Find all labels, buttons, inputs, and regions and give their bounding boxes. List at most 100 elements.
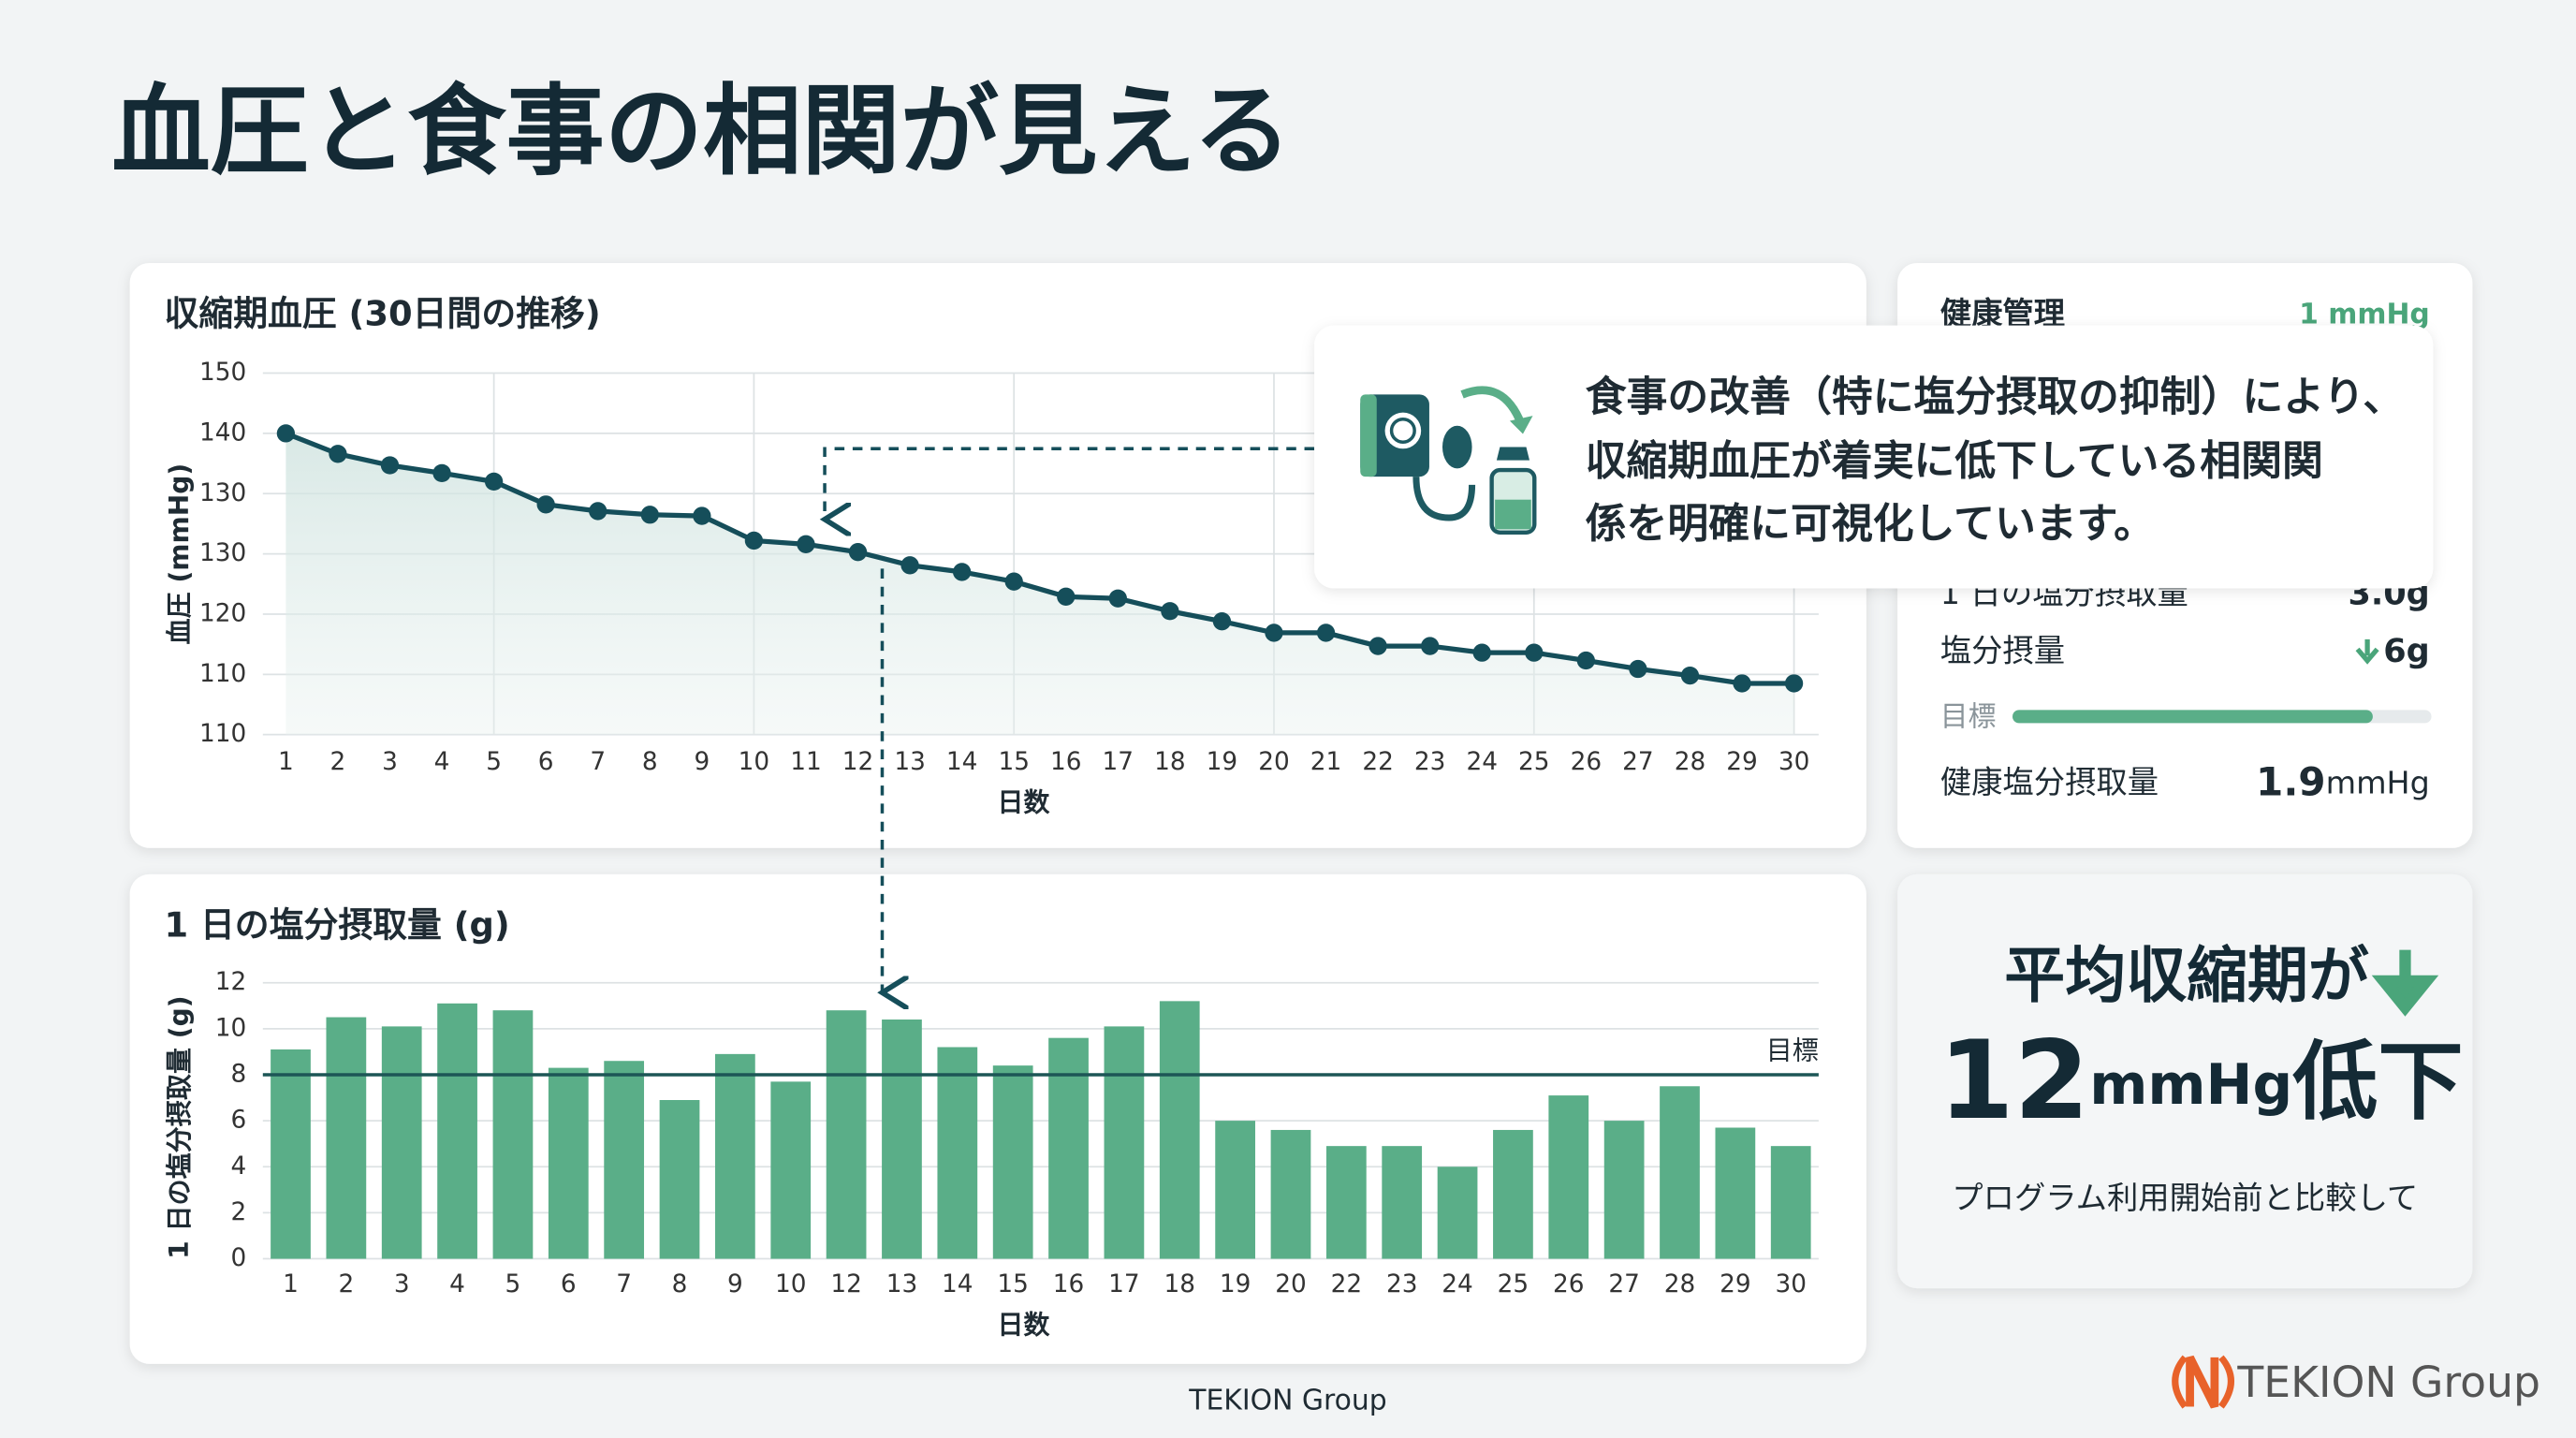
logo-mark [2186,1355,2219,1409]
point [1057,587,1076,606]
x-tick-label: 20 [1275,1270,1306,1299]
x-tick-label: 10 [739,748,769,776]
point [640,506,659,524]
y-tick-label: 150 [199,359,246,387]
bar [1104,1026,1145,1259]
bar [604,1061,645,1259]
x-tick-label: 21 [1310,748,1341,776]
footer: TEKION Group [1188,1385,1387,1417]
point [952,563,972,581]
point [848,543,868,562]
point [1108,589,1127,608]
row-label: 塩分摂量 [1940,632,2065,668]
area [285,433,1794,735]
x-tick-label: 9 [727,1270,743,1299]
y-tick-label: 120 [199,599,246,627]
x-tick-label: 7 [616,1270,632,1299]
y-axis-label: 血圧 (mmHg) [164,463,195,645]
x-tick-label: 27 [1622,748,1653,776]
point [276,424,296,443]
logo-mark [2172,1355,2188,1409]
point [1004,572,1023,591]
x-tick-label: 22 [1331,1270,1362,1299]
bar [1437,1167,1478,1259]
down-arrow-icon [2355,638,2379,665]
x-tick-label: 2 [330,748,346,776]
x-tick-label: 17 [1103,748,1134,776]
y-tick-label: 130 [199,539,246,567]
goal-label: 目標 [1940,701,1997,734]
bar [1270,1129,1311,1259]
y-tick-label: 130 [199,479,246,507]
callout-line: 食事の改善（特に塩分摂取の抑制）により、 [1586,374,2405,421]
bar [1215,1121,1255,1259]
x-tick-label: 14 [942,1270,973,1299]
callout-box [1314,325,2434,589]
y-tick-label: 110 [199,660,246,688]
x-tick-label: 13 [894,748,925,776]
summary-note: プログラム利用開始前と比較して [1952,1180,2418,1216]
row-value: 6g [2383,632,2430,670]
point [900,556,919,575]
x-tick-label: 8 [642,748,658,776]
y-tick-label: 0 [231,1244,247,1272]
x-tick-label: 19 [1220,1270,1251,1299]
bar [548,1067,589,1259]
y-tick-label: 12 [215,968,246,996]
point [536,495,555,514]
point [1316,624,1336,642]
x-tick-label: 1 [278,748,294,776]
bar [992,1065,1033,1259]
point [1629,659,1647,679]
bar [271,1049,311,1259]
bar [1325,1146,1367,1259]
x-tick-label: 23 [1414,748,1445,776]
bar [326,1017,367,1259]
summary-heading: 平均収縮期が [2004,941,2369,1011]
summary: 平均収縮期が 12mmHg低下 プログラム利用開始前と比較して [1939,941,2464,1216]
bar [1048,1037,1089,1259]
x-tick-label: 29 [1720,1270,1750,1299]
x-tick-label: 22 [1362,748,1393,776]
x-tick-label: 4 [449,1270,465,1299]
x-tick-label: 24 [1442,1270,1472,1299]
point [329,445,347,463]
point [693,506,711,525]
chart-title: 収縮期血圧 (30日間の推移) [165,294,601,334]
bar [1660,1086,1700,1259]
y-tick-label: 10 [215,1014,246,1042]
down-arrow-icon [2371,949,2439,1017]
x-tick-label: 11 [790,748,821,776]
bar [1548,1095,1589,1259]
y-axis-label: 1 日の塩分摂取量 (g) [164,995,195,1258]
x-axis-label: 日数 [997,1310,1050,1341]
x-tick-label: 4 [434,748,450,776]
x-tick-label: 6 [561,1270,577,1299]
x-tick-label: 18 [1154,748,1185,776]
x-tick-label: 3 [382,748,398,776]
row-label: 健康塩分摂取量 [1940,764,2159,800]
y-tick-label: 4 [231,1152,247,1181]
point [1212,612,1232,631]
y-tick-label: 2 [231,1198,247,1226]
target-label: 目標 [1766,1034,1819,1065]
x-tick-label: 19 [1207,748,1237,776]
x-tick-label: 30 [1775,1270,1806,1299]
x-tick-label: 6 [538,748,554,776]
unit: mmHg [2326,764,2430,800]
bar [1770,1146,1811,1259]
x-tick-label: 8 [672,1270,688,1299]
bar [826,1010,867,1259]
bar [1159,1001,1200,1259]
value: 1.9 [2256,758,2326,804]
x-tick-label: 24 [1466,748,1497,776]
point [1525,643,1544,662]
x-tick-label: 5 [486,748,502,776]
bar [1493,1129,1533,1259]
point [1576,651,1595,670]
x-tick-label: 13 [886,1270,917,1299]
bar [1382,1146,1423,1259]
annotation-arrow [825,447,1315,519]
x-tick-label: 25 [1518,748,1549,776]
